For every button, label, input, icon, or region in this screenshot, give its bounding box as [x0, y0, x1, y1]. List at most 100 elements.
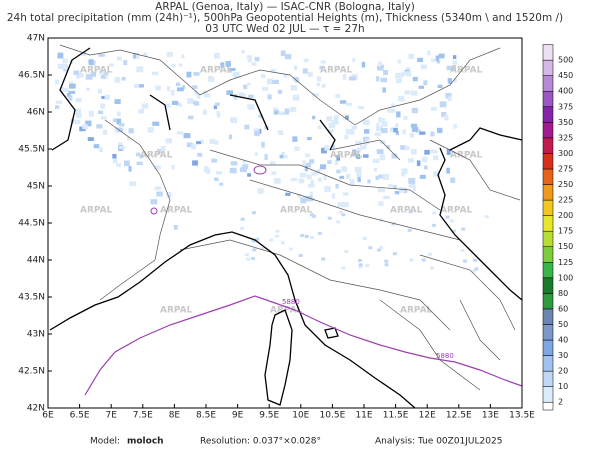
watermark: ARPAL	[400, 306, 433, 316]
precip-cell	[103, 129, 108, 135]
precip-cell	[354, 166, 362, 173]
precip-cell	[421, 156, 428, 163]
precip-cell	[357, 106, 364, 110]
precip-cell	[411, 107, 418, 114]
precip-cell	[254, 56, 260, 62]
colorbar-label: 500	[558, 56, 573, 65]
colorbar-label: 200	[558, 211, 573, 220]
colorbar-label: 50	[558, 320, 568, 329]
precip-cell	[420, 64, 427, 70]
precip-cell	[247, 82, 251, 86]
precip-cell	[335, 183, 339, 189]
precip-cell	[360, 144, 367, 150]
colorbar-label: 20	[558, 367, 568, 376]
precip-cell	[381, 128, 388, 134]
precip-cell	[151, 71, 159, 76]
precip-cell	[166, 51, 173, 58]
precip-cell	[409, 132, 415, 138]
precip-cell	[376, 66, 384, 71]
precip-cell	[112, 158, 118, 164]
precip-cell	[255, 237, 260, 241]
precip-cell	[55, 79, 60, 85]
y-tick-label: 43.5N	[18, 293, 45, 303]
precip-cell	[124, 160, 130, 167]
precip-cell	[186, 71, 192, 78]
precip-cell	[298, 178, 305, 184]
precip-cell	[275, 234, 280, 238]
precip-cell	[262, 87, 269, 91]
header-line: 24h total precipitation (mm (24h)⁻¹), 50…	[7, 12, 563, 24]
precip-cell	[367, 179, 371, 184]
precip-cell	[430, 149, 434, 154]
precip-cell	[215, 171, 223, 175]
precip-cell	[376, 149, 384, 155]
precip-cell	[147, 127, 154, 133]
precip-cell	[271, 171, 277, 176]
precip-cell	[116, 56, 122, 61]
y-tick-label: 45.5N	[18, 145, 45, 155]
precip-cell	[117, 111, 121, 117]
precip-cell	[99, 147, 103, 153]
precip-cell	[219, 182, 224, 186]
precip-cell	[274, 111, 278, 115]
precip-cell	[421, 258, 426, 262]
precip-cell	[327, 160, 332, 164]
precip-cell	[351, 125, 358, 130]
precip-cell	[280, 50, 286, 57]
precip-cell	[266, 78, 274, 85]
precip-cell	[121, 76, 126, 81]
precip-cell	[410, 90, 418, 96]
colorbar-swatch	[542, 246, 554, 263]
precip-cell	[441, 111, 447, 117]
precip-cell	[171, 164, 175, 170]
precip-cell	[181, 54, 185, 59]
precip-cell	[307, 174, 312, 180]
footer-model: moloch	[127, 437, 164, 447]
precip-cell	[284, 54, 292, 60]
precip-cell	[242, 159, 246, 164]
precip-cell	[304, 162, 312, 168]
precip-cell	[281, 154, 288, 159]
precip-cell	[143, 52, 147, 57]
precip-cell	[309, 159, 315, 164]
precip-cell	[323, 175, 327, 181]
colorbar-swatch	[542, 339, 554, 356]
precip-cell	[73, 108, 81, 115]
precip-cell	[317, 125, 322, 130]
precip-cell	[386, 145, 390, 149]
precip-cell	[248, 105, 255, 110]
precip-cell	[331, 144, 335, 149]
precip-cell	[261, 141, 265, 148]
precip-cell	[450, 177, 456, 183]
precip-cell	[274, 177, 281, 184]
precip-cell	[240, 217, 245, 221]
precip-cell	[336, 155, 341, 161]
colorbar-label: 350	[558, 118, 573, 127]
colorbar-label: 400	[558, 87, 573, 96]
precip-cell	[209, 139, 216, 144]
precip-cell	[316, 168, 321, 174]
precip-cell	[362, 236, 367, 240]
precip-cell	[401, 71, 408, 76]
colorbar-swatch	[542, 386, 554, 403]
precip-cell	[358, 265, 363, 269]
precip-cell	[119, 146, 126, 150]
colorbar-label: 275	[558, 164, 573, 173]
precip-cell	[62, 88, 69, 92]
precip-cell	[397, 59, 402, 64]
x-tick-label: 7E	[105, 411, 117, 421]
colorbar-label: 150	[558, 242, 573, 251]
precip-cell	[264, 153, 268, 160]
precip-cell	[118, 142, 123, 147]
precip-cell	[191, 143, 197, 150]
borders	[59, 44, 521, 391]
precip-cell	[345, 115, 349, 120]
precip-cell	[213, 105, 217, 109]
precip-cell	[411, 126, 419, 132]
precip-cell	[136, 66, 144, 73]
precip-cell	[300, 233, 305, 237]
precip-cell	[415, 128, 422, 134]
precip-cell	[176, 131, 183, 135]
precip-cell	[303, 58, 309, 63]
precip-cell	[400, 145, 406, 150]
